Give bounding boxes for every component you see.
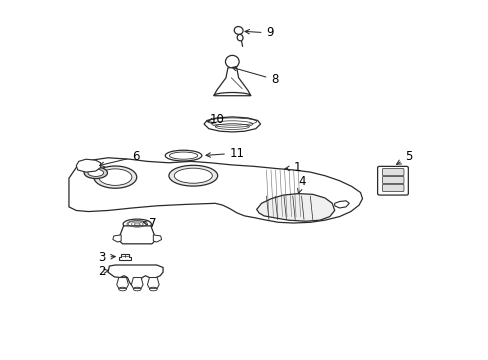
Polygon shape [256, 194, 334, 221]
Ellipse shape [165, 150, 202, 161]
Text: 3: 3 [98, 251, 115, 264]
Polygon shape [119, 226, 156, 244]
Polygon shape [113, 235, 121, 242]
Text: 11: 11 [205, 147, 244, 159]
Polygon shape [203, 117, 260, 132]
FancyBboxPatch shape [382, 184, 403, 192]
Text: 1: 1 [285, 161, 300, 174]
Ellipse shape [94, 166, 137, 188]
Text: 4: 4 [297, 175, 305, 194]
Polygon shape [117, 278, 128, 288]
Polygon shape [147, 278, 159, 288]
Polygon shape [119, 253, 131, 260]
Text: 10: 10 [207, 113, 224, 126]
Ellipse shape [84, 167, 107, 179]
Text: 2: 2 [98, 265, 108, 278]
FancyBboxPatch shape [382, 176, 403, 184]
Polygon shape [108, 265, 163, 287]
Polygon shape [334, 201, 348, 208]
Polygon shape [153, 235, 161, 242]
FancyBboxPatch shape [382, 168, 403, 176]
Polygon shape [69, 158, 362, 223]
Ellipse shape [99, 169, 132, 185]
Text: 8: 8 [232, 67, 278, 86]
Text: 6: 6 [100, 150, 140, 167]
FancyBboxPatch shape [377, 166, 407, 195]
Polygon shape [131, 278, 143, 288]
Ellipse shape [174, 168, 212, 183]
Polygon shape [213, 68, 250, 96]
Ellipse shape [88, 169, 103, 176]
Polygon shape [76, 159, 101, 172]
Ellipse shape [123, 219, 151, 229]
Text: 7: 7 [143, 216, 157, 230]
Text: 5: 5 [396, 150, 412, 164]
Text: 9: 9 [244, 27, 273, 40]
Ellipse shape [168, 165, 217, 186]
Ellipse shape [169, 152, 197, 159]
Ellipse shape [225, 55, 239, 68]
